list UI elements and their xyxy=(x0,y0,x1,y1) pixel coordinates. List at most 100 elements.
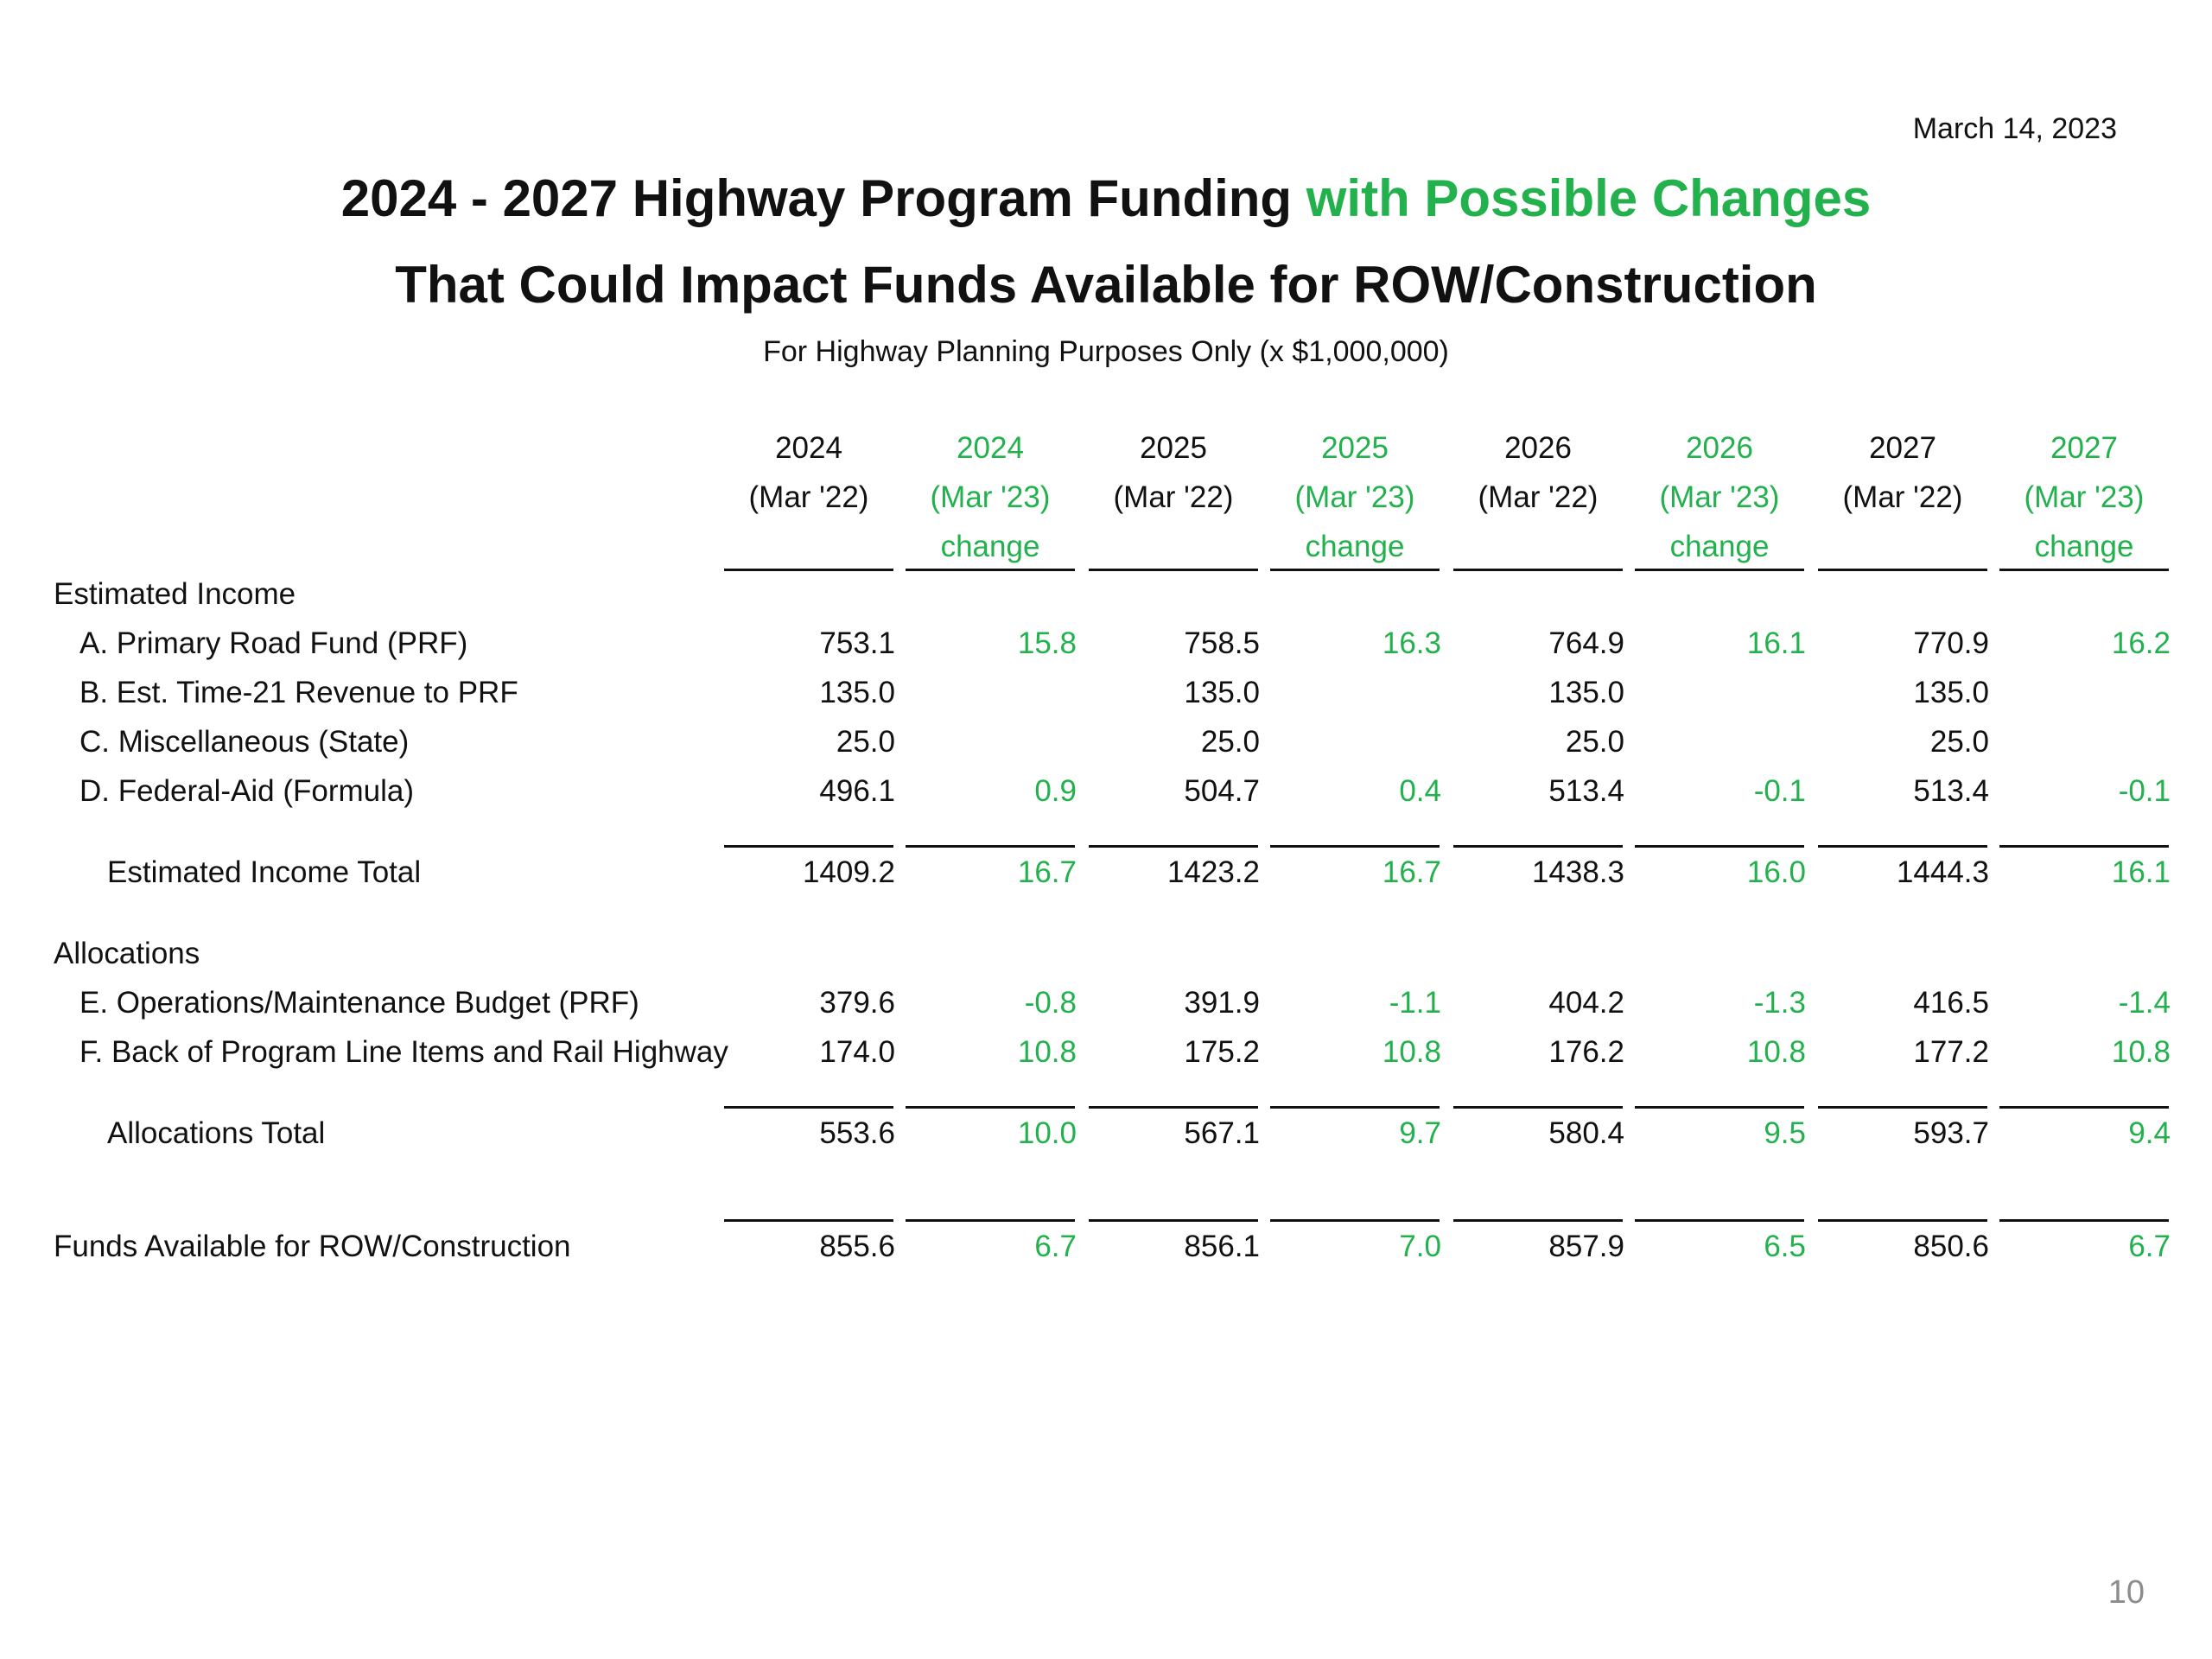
table-cell-value: 379.6 xyxy=(819,986,895,1020)
column-header-note: change xyxy=(1669,530,1770,563)
table-cell-value: 9.7 xyxy=(1399,1116,1441,1150)
table-cell-value: -0.1 xyxy=(2118,774,2171,808)
column-header-basis: (Mar '22) xyxy=(1113,480,1234,514)
page-title-line2: That Could Impact Funds Available for RO… xyxy=(395,256,1817,314)
table-cell-value: 758.5 xyxy=(1184,626,1260,660)
column-header-basis: (Mar '22) xyxy=(1478,480,1599,514)
table-cell-value: -1.4 xyxy=(2118,986,2171,1020)
table-cell-value: 25.0 xyxy=(1929,725,1989,759)
row-label: Allocations Total xyxy=(107,1116,326,1150)
table-cell-value: 856.1 xyxy=(1184,1230,1260,1263)
table-cell-value: 16.7 xyxy=(1382,855,1441,889)
column-header-year: 2025 xyxy=(1321,431,1389,465)
total-rule xyxy=(906,845,1075,848)
total-rule xyxy=(724,1106,893,1109)
header-rule xyxy=(1453,569,1623,571)
column-header-note: change xyxy=(2034,530,2134,563)
column-header-year: 2027 xyxy=(2050,431,2118,465)
row-label: Estimated Income Total xyxy=(107,855,422,889)
total-rule xyxy=(1999,845,2169,848)
table-cell-value: 25.0 xyxy=(1565,725,1624,759)
total-rule xyxy=(1089,1219,1258,1222)
report-date: March 14, 2023 xyxy=(1912,112,2117,145)
table-cell-value: 764.9 xyxy=(1548,626,1624,660)
column-header-year: 2026 xyxy=(1686,431,1753,465)
total-rule xyxy=(1818,1219,1987,1222)
total-rule xyxy=(1635,1106,1804,1109)
total-rule xyxy=(906,1219,1075,1222)
column-header-basis: (Mar '23) xyxy=(1659,480,1780,514)
table-cell-value: 855.6 xyxy=(819,1230,895,1263)
table-cell-value: 513.4 xyxy=(1913,774,1989,808)
table-cell-value: 6.7 xyxy=(2128,1230,2171,1263)
table-cell-value: -1.3 xyxy=(1753,986,1806,1020)
total-rule xyxy=(1089,1106,1258,1109)
column-header-note: change xyxy=(1305,530,1405,563)
total-rule xyxy=(1270,1106,1440,1109)
table-cell-value: 391.9 xyxy=(1184,986,1260,1020)
column-header-basis: (Mar '22) xyxy=(748,480,869,514)
table-cell-value: 135.0 xyxy=(1184,676,1260,709)
total-rule xyxy=(1270,1219,1440,1222)
section-label-income: Estimated Income xyxy=(54,577,296,611)
total-rule xyxy=(1089,845,1258,848)
total-rule xyxy=(1453,1106,1623,1109)
total-rule xyxy=(1453,1219,1623,1222)
title-main: 2024 - 2027 Highway Program Funding xyxy=(340,169,1306,227)
total-rule xyxy=(724,845,893,848)
table-cell-value: 10.0 xyxy=(1017,1116,1077,1150)
table-cell-value: 753.1 xyxy=(819,626,895,660)
column-header-basis: (Mar '23) xyxy=(2024,480,2145,514)
table-cell-value: 135.0 xyxy=(819,676,895,709)
table-cell-value: 9.5 xyxy=(1764,1116,1806,1150)
table-cell-value: 10.8 xyxy=(2111,1035,2171,1069)
row-label: B. Est. Time-21 Revenue to PRF xyxy=(79,676,518,709)
total-rule xyxy=(724,1219,893,1222)
table-cell-value: 1444.3 xyxy=(1896,855,1989,889)
title-highlight: with Possible Changes xyxy=(1306,169,1872,227)
table-cell-value: 567.1 xyxy=(1184,1116,1260,1150)
table-cell-value: 177.2 xyxy=(1913,1035,1989,1069)
row-label: E. Operations/Maintenance Budget (PRF) xyxy=(79,986,639,1020)
table-cell-value: 16.1 xyxy=(1746,626,1806,660)
table-cell-value: 1423.2 xyxy=(1166,855,1260,889)
table-cell-value: 135.0 xyxy=(1913,676,1989,709)
total-rule xyxy=(1270,845,1440,848)
column-header-year: 2026 xyxy=(1504,431,1572,465)
column-header-year: 2027 xyxy=(1869,431,1936,465)
section-label-allocations: Allocations xyxy=(54,937,200,970)
table-cell-value: 553.6 xyxy=(819,1116,895,1150)
table-cell-value: 504.7 xyxy=(1184,774,1260,808)
table-cell-value: 580.4 xyxy=(1548,1116,1624,1150)
table-cell-value: 25.0 xyxy=(836,725,895,759)
header-rule xyxy=(724,569,893,571)
table-cell-value: 175.2 xyxy=(1184,1035,1260,1069)
table-cell-value: 10.8 xyxy=(1382,1035,1441,1069)
row-label: A. Primary Road Fund (PRF) xyxy=(79,626,468,660)
header-rule xyxy=(1818,569,1987,571)
row-label: Funds Available for ROW/Construction xyxy=(54,1230,571,1263)
table-cell-value: 770.9 xyxy=(1913,626,1989,660)
table-cell-value: 593.7 xyxy=(1913,1116,1989,1150)
table-cell-value: 10.8 xyxy=(1017,1035,1077,1069)
header-rule xyxy=(1635,569,1804,571)
table-cell-value: 404.2 xyxy=(1548,986,1624,1020)
table-cell-value: 25.0 xyxy=(1200,725,1260,759)
total-rule xyxy=(1453,845,1623,848)
column-header-basis: (Mar '23) xyxy=(1294,480,1415,514)
table-cell-value: -1.1 xyxy=(1389,986,1441,1020)
row-label: D. Federal-Aid (Formula) xyxy=(79,774,415,808)
table-cell-value: 16.7 xyxy=(1017,855,1077,889)
table-cell-value: 7.0 xyxy=(1399,1230,1441,1263)
table-cell-value: 416.5 xyxy=(1913,986,1989,1020)
column-header-year: 2025 xyxy=(1140,431,1207,465)
table-cell-value: 857.9 xyxy=(1548,1230,1624,1263)
table-cell-value: 0.9 xyxy=(1034,774,1077,808)
table-cell-value: 850.6 xyxy=(1913,1230,1989,1263)
table-cell-value: 16.0 xyxy=(1746,855,1806,889)
table-cell-value: 1438.3 xyxy=(1531,855,1624,889)
table-cell-value: 16.3 xyxy=(1382,626,1441,660)
column-header-year: 2024 xyxy=(957,431,1024,465)
table-cell-value: 176.2 xyxy=(1548,1035,1624,1069)
